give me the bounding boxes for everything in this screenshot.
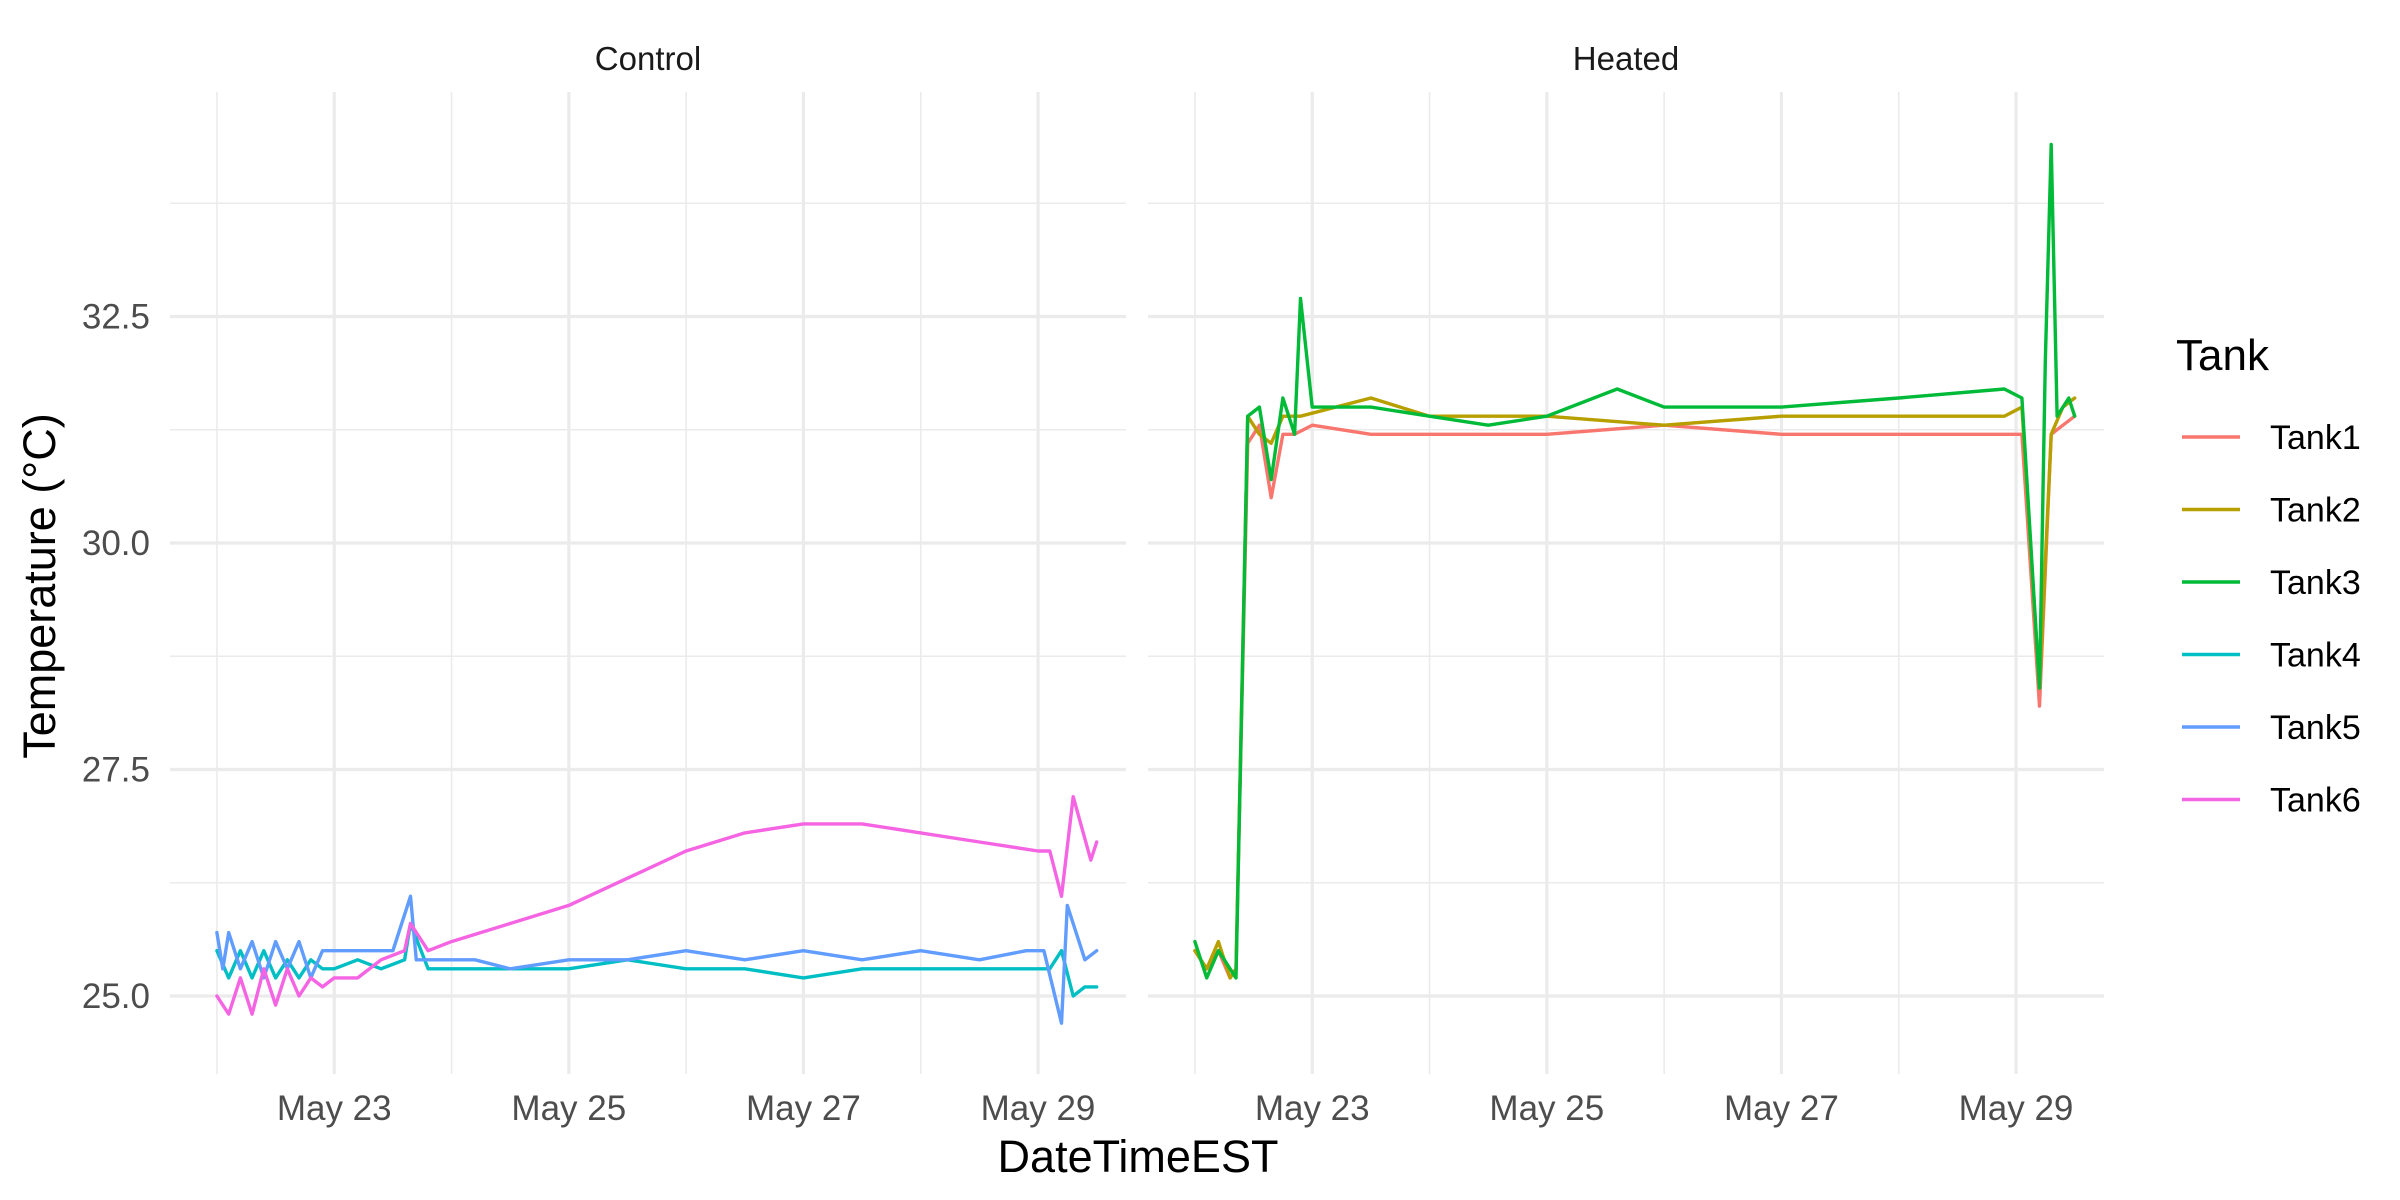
y-tick-label: 27.5 (82, 751, 150, 790)
legend-item-tank3: Tank3 (2182, 564, 2361, 602)
x-tick-label: May 27 (1724, 1089, 1839, 1128)
panel-control: Control May 23 May 25 May 27 May 29 25.0 27.5 3… (82, 40, 1126, 1128)
x-tick-label: May 29 (981, 1089, 1096, 1128)
x-tick-label: May 27 (746, 1089, 861, 1128)
series-line-tank5 (215, 894, 1099, 1025)
y-tick-label: 32.5 (82, 298, 150, 337)
chart-panels: Control May 23 May 25 May 27 May 29 25.0 27.5 3… (82, 40, 2104, 1128)
legend-label: Tank1 (2270, 419, 2361, 457)
x-tick-label: May 23 (1255, 1089, 1370, 1128)
series-line-tank1 (1193, 414, 2077, 980)
legend-item-tank5: Tank5 (2182, 709, 2361, 747)
legend-label: Tank2 (2270, 492, 2361, 530)
y-tick-label: 30.0 (82, 524, 150, 563)
legend-label: Tank4 (2270, 637, 2361, 675)
panel-heated: Heated May 23 May 25 May 27 May 29 (1148, 40, 2104, 1128)
legend-item-tank1: Tank1 (2182, 419, 2361, 457)
x-tick-label: May 25 (1489, 1089, 1604, 1128)
series-line-tank6 (215, 795, 1099, 1016)
x-tick-label: May 25 (511, 1089, 626, 1128)
legend: Tank Tank1 Tank2 Tank3 Tank4 Tank5 Tank6 (2176, 331, 2361, 820)
legend-item-tank6: Tank6 (2182, 782, 2361, 820)
legend-label: Tank3 (2270, 564, 2361, 602)
series-line-tank2 (1193, 396, 2077, 980)
x-tick-label: May 23 (277, 1089, 392, 1128)
legend-item-tank4: Tank4 (2182, 637, 2361, 675)
panel-title: Heated (1573, 40, 1679, 77)
y-axis-title: Temperature (°C) (14, 413, 65, 759)
panel-title: Control (595, 40, 701, 77)
y-tick-label: 25.0 (82, 977, 150, 1016)
legend-label: Tank6 (2270, 782, 2361, 820)
x-axis-title: DateTimeEST (998, 1131, 1279, 1182)
legend-label: Tank5 (2270, 709, 2361, 747)
series-line-tank4 (215, 921, 1099, 998)
legend-title: Tank (2176, 331, 2270, 380)
x-tick-label: May 29 (1959, 1089, 2074, 1128)
legend-item-tank2: Tank2 (2182, 492, 2361, 530)
series-line-tank3 (1193, 142, 2077, 980)
